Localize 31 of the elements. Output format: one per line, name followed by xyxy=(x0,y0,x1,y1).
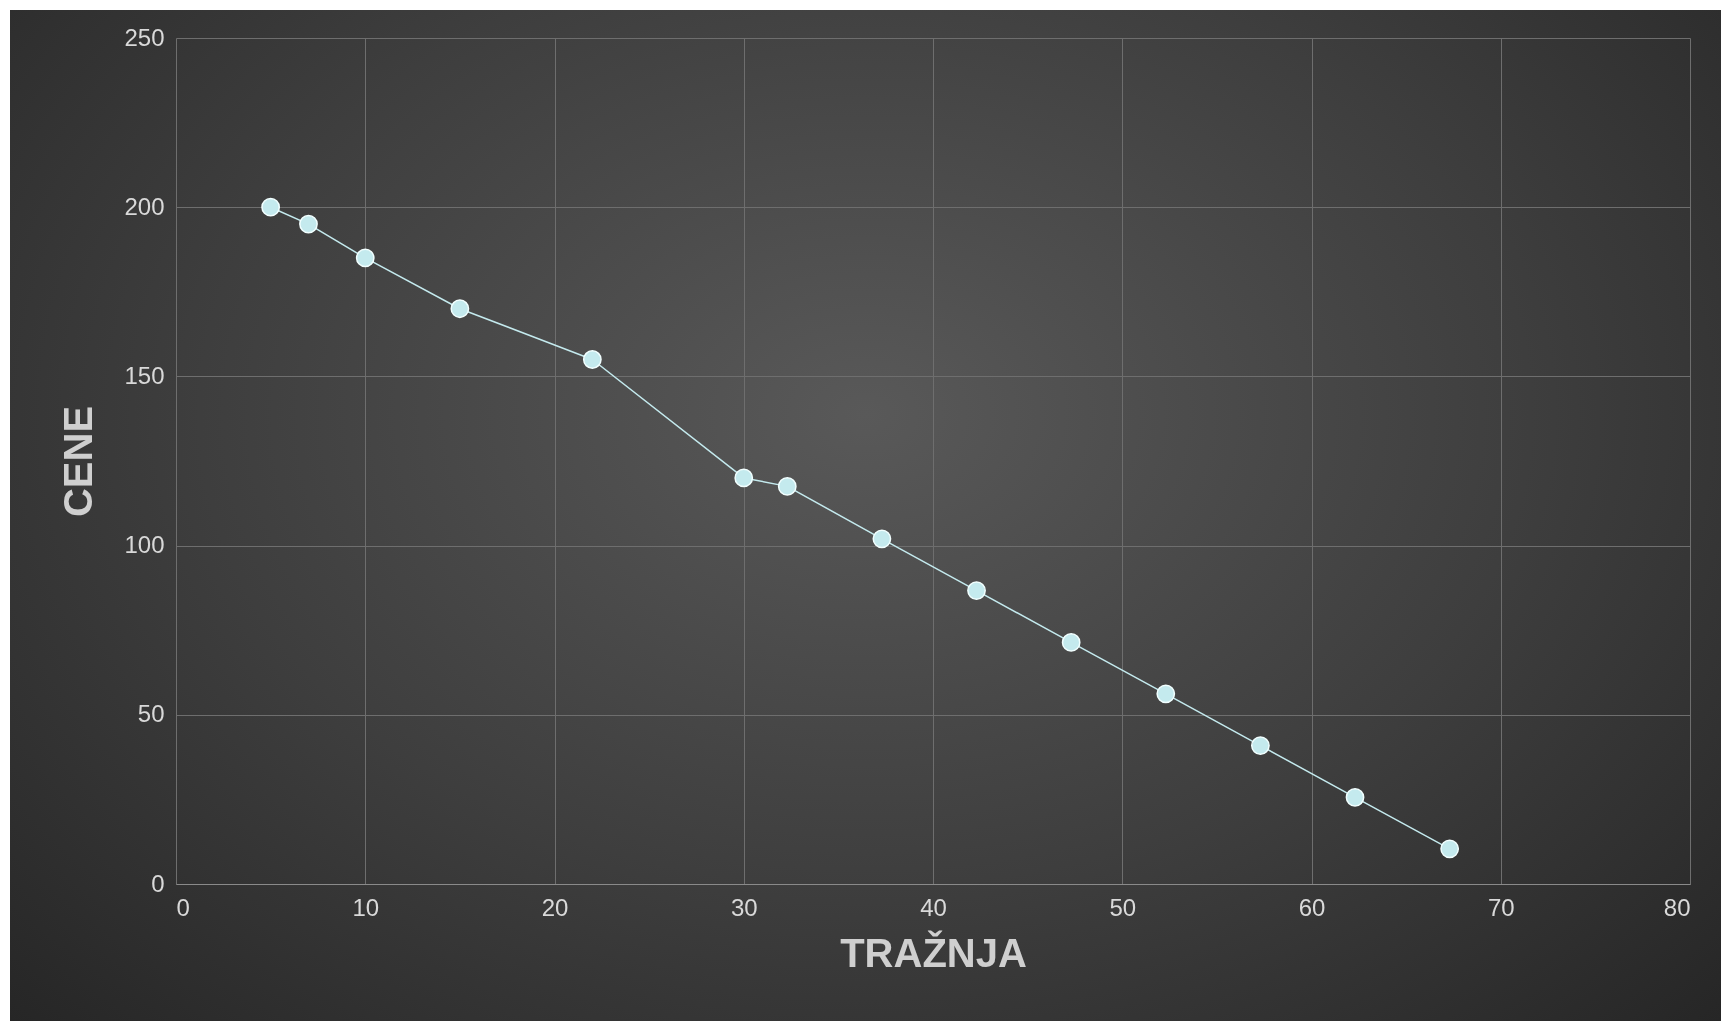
point xyxy=(967,581,986,600)
x-tick-label: 60 xyxy=(1298,893,1326,921)
point xyxy=(1440,839,1460,859)
point xyxy=(734,468,754,488)
x-tick-label: 70 xyxy=(1487,893,1515,921)
x-tick-label: 80 xyxy=(1663,893,1691,921)
y-tick-label: 250 xyxy=(124,23,165,51)
x-axis-title: TRAŽNJA xyxy=(840,929,1027,975)
point xyxy=(1250,736,1270,755)
x-tick-label: 30 xyxy=(730,893,758,921)
x-tick-label: 20 xyxy=(541,893,569,921)
point xyxy=(1061,632,1081,652)
y-tick-label: 100 xyxy=(124,531,165,559)
point xyxy=(1345,787,1365,807)
point xyxy=(777,476,797,496)
y-tick-label: 200 xyxy=(124,192,165,220)
point xyxy=(299,214,318,234)
point xyxy=(582,350,602,369)
x-tick-label: 10 xyxy=(352,893,380,921)
y-axis-title: CENE xyxy=(56,405,101,518)
point xyxy=(872,529,892,549)
x-tick-label: 40 xyxy=(920,893,947,921)
y-tick-label: 0 xyxy=(151,869,165,897)
x-tick-label: 0 xyxy=(176,893,190,921)
x-tick-label: 50 xyxy=(1109,893,1137,921)
point xyxy=(1156,684,1176,704)
point xyxy=(450,299,470,319)
point xyxy=(355,248,375,268)
point xyxy=(261,197,281,217)
y-tick-label: 50 xyxy=(137,700,165,728)
y-tick-label: 150 xyxy=(124,361,165,389)
